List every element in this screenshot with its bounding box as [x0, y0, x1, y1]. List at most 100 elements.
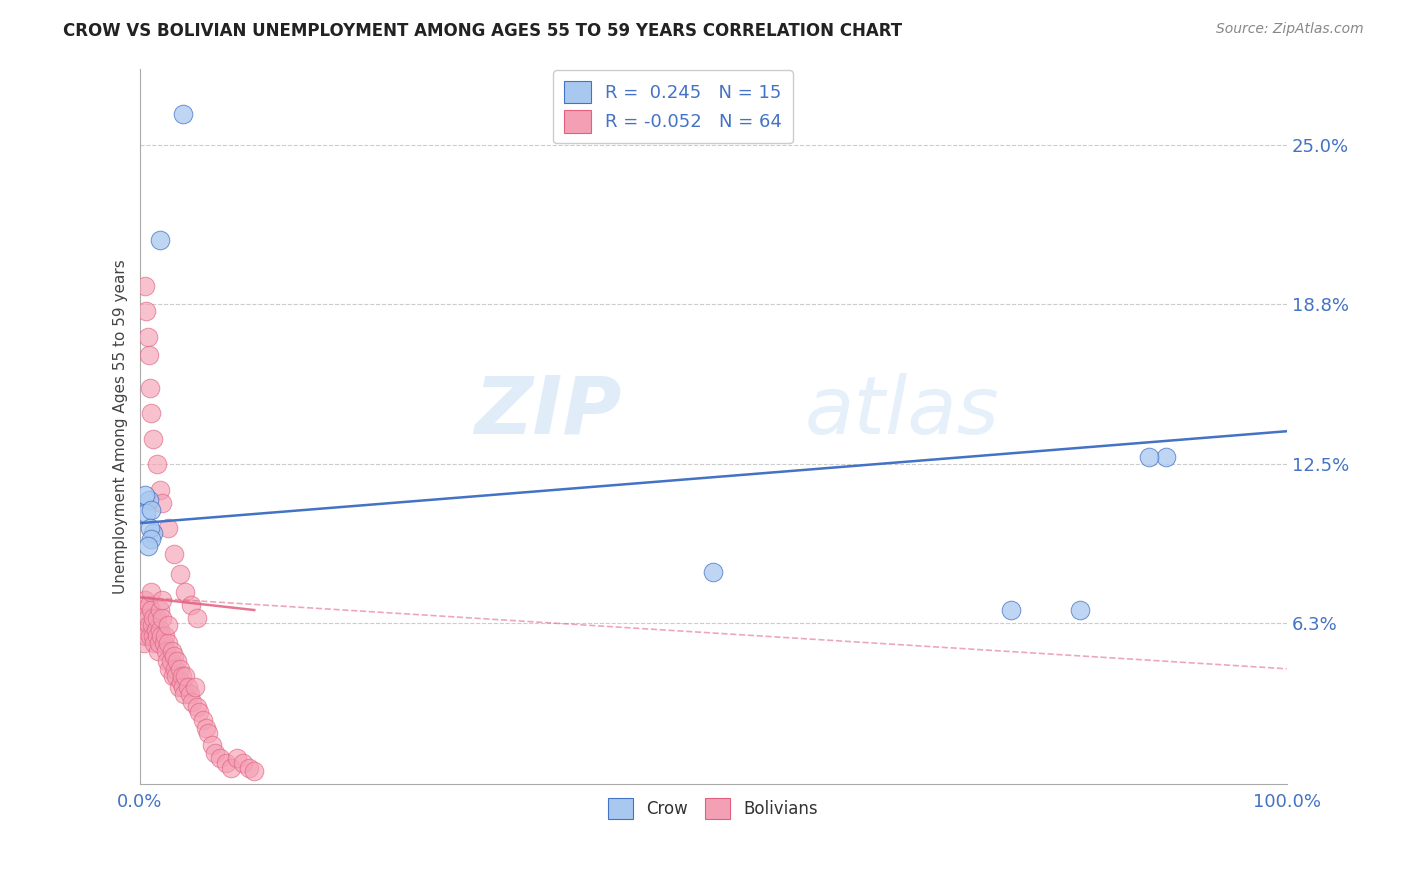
Point — [167, 680, 190, 694]
Point — [136, 329, 159, 343]
Point — [177, 680, 200, 694]
Point — [139, 406, 162, 420]
Point — [1137, 450, 1160, 464]
Point — [139, 532, 162, 546]
Point — [142, 629, 165, 643]
Point — [142, 610, 165, 624]
Point — [150, 629, 173, 643]
Point — [183, 680, 205, 694]
Point — [138, 618, 160, 632]
Point — [186, 700, 208, 714]
Point — [163, 648, 186, 663]
Point — [180, 598, 202, 612]
Point — [169, 662, 191, 676]
Point — [134, 624, 156, 638]
Point — [149, 483, 172, 497]
Legend: Crow, Bolivians: Crow, Bolivians — [602, 792, 825, 825]
Point — [152, 496, 174, 510]
Point — [153, 629, 176, 643]
Point — [232, 756, 254, 771]
Point — [152, 592, 174, 607]
Point — [214, 756, 236, 771]
Point — [157, 662, 180, 676]
Point — [156, 654, 179, 668]
Point — [135, 506, 157, 520]
Point — [221, 761, 243, 775]
Text: Source: ZipAtlas.com: Source: ZipAtlas.com — [1216, 22, 1364, 37]
Point — [1069, 603, 1091, 617]
Point — [146, 644, 169, 658]
Point — [208, 751, 231, 765]
Point — [186, 610, 208, 624]
Y-axis label: Unemployment Among Ages 55 to 59 years: Unemployment Among Ages 55 to 59 years — [114, 259, 128, 593]
Point — [148, 636, 170, 650]
Point — [135, 304, 157, 318]
Point — [149, 603, 172, 617]
Point — [181, 695, 204, 709]
Point — [135, 629, 157, 643]
Point — [139, 381, 162, 395]
Point — [174, 669, 197, 683]
Point — [142, 432, 165, 446]
Point — [174, 585, 197, 599]
Point — [145, 624, 167, 638]
Point — [201, 739, 224, 753]
Point — [141, 618, 163, 632]
Point — [152, 610, 174, 624]
Point — [170, 674, 193, 689]
Point — [172, 107, 194, 121]
Point — [159, 654, 181, 668]
Point — [145, 458, 167, 472]
Point — [138, 493, 160, 508]
Point — [157, 636, 180, 650]
Point — [188, 705, 211, 719]
Point — [138, 598, 160, 612]
Point — [132, 603, 155, 617]
Text: ZIP: ZIP — [474, 373, 621, 450]
Point — [204, 746, 226, 760]
Point — [139, 585, 162, 599]
Point — [145, 610, 167, 624]
Point — [1000, 603, 1022, 617]
Text: atlas: atlas — [804, 373, 1000, 450]
Point — [139, 521, 162, 535]
Point — [142, 526, 165, 541]
Point — [243, 764, 266, 778]
Point — [172, 680, 194, 694]
Point — [157, 521, 180, 535]
Point — [191, 713, 214, 727]
Point — [165, 662, 187, 676]
Point — [162, 669, 184, 683]
Text: CROW VS BOLIVIAN UNEMPLOYMENT AMONG AGES 55 TO 59 YEARS CORRELATION CHART: CROW VS BOLIVIAN UNEMPLOYMENT AMONG AGES… — [63, 22, 903, 40]
Point — [134, 592, 156, 607]
Point — [152, 636, 174, 650]
Point — [169, 567, 191, 582]
Point — [139, 603, 162, 617]
Point — [238, 761, 260, 775]
Point — [179, 687, 201, 701]
Point — [134, 488, 156, 502]
Point — [155, 644, 177, 658]
Point — [165, 669, 187, 683]
Point — [149, 233, 172, 247]
Point — [139, 629, 162, 643]
Point — [149, 624, 172, 638]
Point — [134, 278, 156, 293]
Point — [195, 721, 218, 735]
Point — [226, 751, 249, 765]
Point — [138, 348, 160, 362]
Point — [197, 725, 219, 739]
Point — [170, 669, 193, 683]
Point — [145, 629, 167, 643]
Point — [139, 503, 162, 517]
Point — [143, 636, 166, 650]
Point — [157, 618, 180, 632]
Point — [166, 654, 188, 668]
Point — [136, 539, 159, 553]
Point — [702, 565, 724, 579]
Point — [1154, 450, 1177, 464]
Point — [160, 644, 183, 658]
Point — [136, 610, 159, 624]
Point — [163, 547, 186, 561]
Point — [173, 687, 195, 701]
